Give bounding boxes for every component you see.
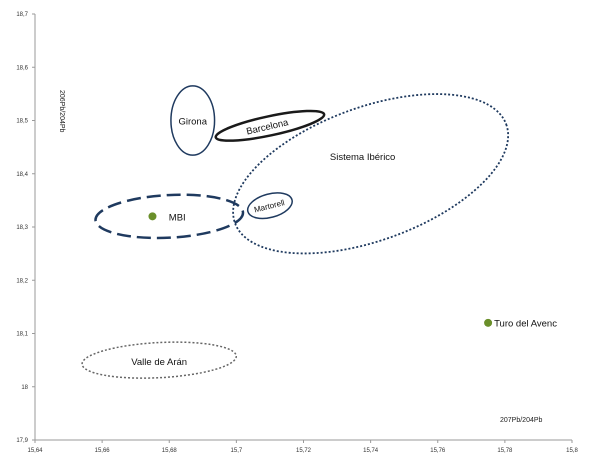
x-tick-label: 15,74 — [363, 448, 379, 454]
y-tick-label: 18,7 — [16, 12, 28, 18]
x-tick-label: 15,68 — [162, 448, 178, 454]
x-tick-label: 15,66 — [95, 448, 111, 454]
y-tick-label: 18,6 — [16, 65, 28, 71]
label-turo-del-avenc: Turo del Avenc — [494, 318, 557, 329]
y-tick-label: 18,4 — [16, 172, 28, 178]
x-tick-label: 15,72 — [296, 448, 312, 454]
regions-layer — [81, 85, 510, 379]
label-mbi: MBI — [169, 212, 186, 223]
label-sistema-iberico: Sistema Ibérico — [330, 152, 395, 163]
x-tick-label: 15,7 — [231, 448, 243, 454]
region-sistema-iberico — [232, 93, 510, 255]
x-tick-label: 15,8 — [566, 448, 578, 454]
region-mbi — [94, 193, 245, 240]
y-tick-label: 18,3 — [16, 225, 28, 231]
x-tick-label: 15,76 — [430, 448, 446, 454]
label-girona: Girona — [178, 117, 207, 128]
point-turo-del-avenc — [484, 318, 493, 327]
y-tick-label: 18,2 — [16, 278, 28, 284]
region-valle-de-aran — [81, 341, 238, 379]
y-tick-label: 18,1 — [16, 332, 28, 338]
y-tick-label: 18,5 — [16, 119, 28, 125]
y-tick-label: 17,9 — [16, 438, 28, 444]
points-layer — [148, 212, 493, 327]
x-tick-label: 15,64 — [27, 448, 43, 454]
label-valle-de-aran: Valle de Arán — [131, 357, 187, 368]
label-martorell: Martorell — [253, 198, 286, 214]
axes-layer: 17,9 18 18,1 18,2 18,3 18,4 18,5 18,6 18,7 15,64 1… — [16, 12, 578, 454]
x-tick-label: 15,78 — [497, 448, 513, 454]
y-tick-label: 18 — [21, 385, 28, 391]
region-girona — [170, 85, 216, 156]
point-mbi — [148, 212, 157, 221]
region-barcelona — [214, 109, 326, 142]
y-axis-title: 206Pb/204Pb — [58, 90, 65, 133]
region-martorell — [246, 192, 293, 220]
x-axis-title: 207Pb/204Pb — [500, 417, 543, 424]
